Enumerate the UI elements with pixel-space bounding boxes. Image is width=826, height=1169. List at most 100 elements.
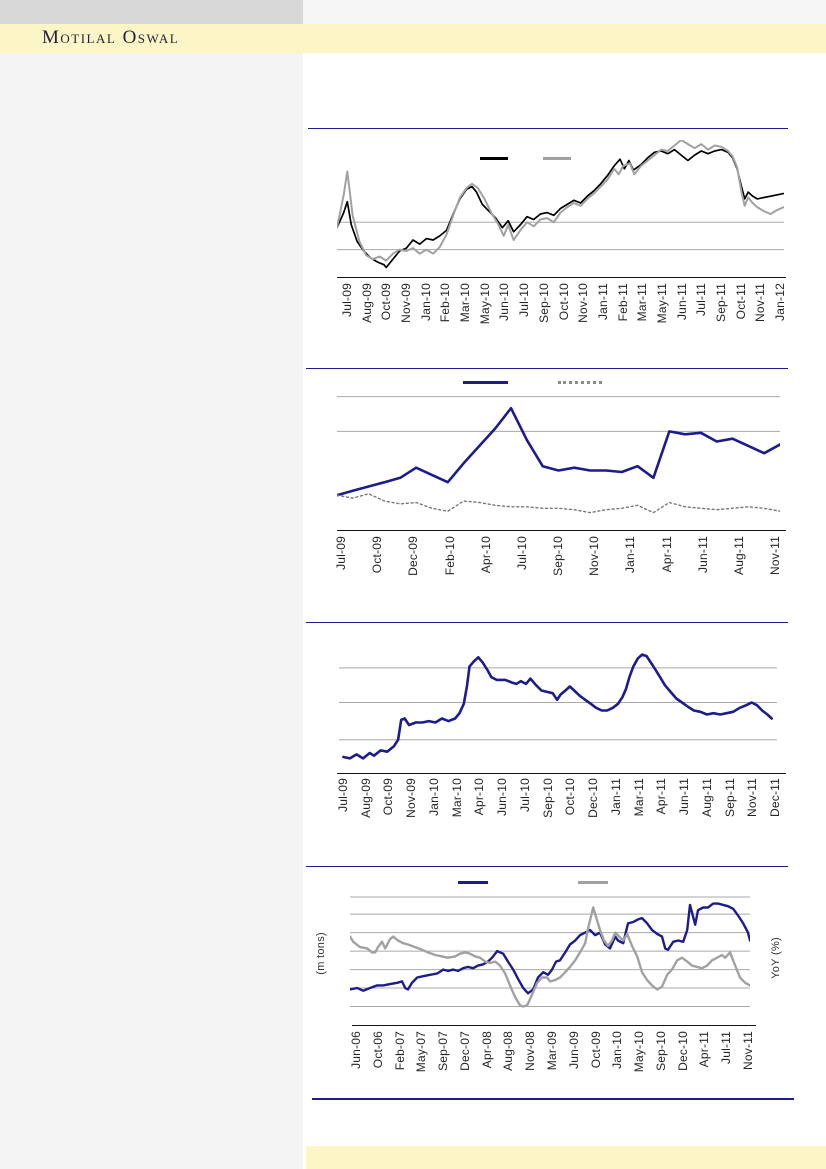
x-axis-tick-label: Dec-10 (586, 778, 601, 818)
x-axis-tick-label: Jul-11 (694, 283, 709, 316)
x-axis-tick-label: Dec-11 (768, 778, 782, 817)
x-axis-tick-label: Jul-10 (517, 283, 532, 317)
x-axis-tick-label: Jan-11 (608, 778, 623, 816)
series-navy-line-m-tons (350, 902, 750, 995)
line-chart-2-section: Jul-09 Oct-09 Dec-09 Feb-10 Apr-10 Jul-10 Sep-… (306, 366, 826, 596)
x-axis-tick-label: Sep-10 (540, 778, 555, 818)
legend-swatch-navy (463, 381, 508, 384)
x-axis-tick-label: May-10 (477, 283, 492, 325)
brand-header-band: Motilal Oswal (0, 24, 826, 53)
chart-2-plot (337, 385, 780, 530)
y-axis-caption-right: YoY (%) (770, 937, 782, 979)
series-gray-line-yoy (350, 906, 750, 1008)
x-axis-tick-label: Apr-11 (654, 778, 669, 815)
x-axis-tick-label: Aug-09 (358, 778, 373, 818)
series-navy-line (342, 653, 774, 760)
x-axis-tick-label: Jan-10 (426, 778, 441, 816)
x-axis-tick-label: Nov-10 (576, 283, 591, 323)
x-axis-tick-label: Sep-10 (653, 1031, 668, 1071)
x-axis-tick-label: Feb-11 (615, 283, 630, 322)
x-axis-tick-label: Apr-11 (697, 1031, 712, 1068)
x-axis-tick-label: Jan-11 (623, 536, 638, 574)
x-axis-tick-label: Oct-06 (370, 1031, 385, 1069)
accent-divider (308, 128, 788, 129)
x-axis-tick-label: Jul-11 (719, 1031, 734, 1064)
x-axis-tick-label: Sep-11 (722, 778, 737, 818)
left-sidebar-panel (0, 53, 303, 1169)
accent-divider (306, 866, 788, 867)
x-axis-tick-label: Oct-09 (381, 778, 396, 816)
x-axis-tick-label: Apr-08 (479, 1031, 494, 1069)
x-axis-tick-label: Sep-10 (536, 283, 551, 323)
x-axis-tick-label: Jun-10 (495, 778, 510, 816)
x-axis-tick-label: Jan-11 (595, 283, 610, 321)
x-axis-tick-label: May-07 (414, 1031, 429, 1073)
x-axis-tick-label: Oct-10 (563, 778, 578, 816)
x-axis-tick-label: Jun-06 (349, 1031, 363, 1069)
x-axis-tick-label: Oct-09 (370, 536, 385, 574)
x-axis-tick-label: Nov-11 (768, 536, 782, 575)
x-axis-tick-label: Apr-11 (659, 536, 674, 573)
x-axis-tick-label: Jul-09 (340, 283, 354, 317)
bottom-accent-divider (312, 1098, 794, 1100)
x-axis-tick-label: Jul-09 (336, 778, 350, 812)
x-axis-tick-label: Sep-10 (551, 536, 565, 576)
y-axis-caption-left: (m tons) (315, 932, 327, 975)
chart-3-x-axis-line (337, 773, 786, 774)
x-axis-tick-label: Aug-09 (359, 283, 374, 323)
chart-3-plot (339, 640, 777, 773)
x-axis-tick-label: Jun-10 (497, 283, 512, 321)
x-axis-tick-label: Mar-10 (449, 778, 464, 818)
brand-wordmark: Motilal Oswal (42, 27, 180, 48)
series-dotted-line (337, 493, 780, 514)
x-axis-tick-label: May-10 (632, 1031, 647, 1073)
x-axis-tick-label: Feb-10 (438, 283, 453, 323)
bottom-footer-band (306, 1146, 826, 1169)
x-axis-tick-label: Nov-08 (523, 1031, 538, 1071)
chart-2-x-axis-labels: Jul-09 Oct-09 Dec-09 Feb-10 Apr-10 Jul-10 Sep-… (334, 536, 782, 592)
x-axis-tick-label: Dec-10 (675, 1031, 690, 1071)
legend-swatch-gray (543, 157, 571, 160)
x-axis-tick-label: Jun-11 (674, 283, 689, 321)
x-axis-tick-label: Dec-09 (406, 536, 421, 576)
x-axis-tick-label: Jun-11 (677, 778, 692, 816)
x-axis-tick-label: Aug-11 (699, 778, 714, 818)
x-axis-tick-label: Oct-11 (733, 283, 748, 320)
accent-divider (306, 368, 788, 369)
top-bar-right-block (303, 0, 826, 24)
x-axis-tick-label: Oct-09 (379, 283, 394, 321)
x-axis-tick-label: Mar-11 (631, 778, 646, 817)
x-axis-tick-label: Aug-08 (501, 1031, 516, 1071)
x-axis-tick-label: Jul-10 (514, 536, 529, 570)
x-axis-tick-label: Mar-10 (458, 283, 473, 323)
x-axis-tick-label: Apr-10 (478, 536, 493, 574)
x-axis-tick-label: Feb-07 (392, 1031, 407, 1071)
chart-4-plot (350, 893, 750, 1025)
x-axis-tick-label: Sep-07 (436, 1031, 451, 1071)
series-gray-line (337, 140, 784, 262)
x-axis-tick-label: Feb-10 (442, 536, 457, 576)
legend-swatch-navy (458, 881, 488, 884)
x-axis-tick-label: Aug-11 (731, 536, 746, 576)
x-axis-tick-label: Mar-09 (545, 1031, 559, 1071)
x-axis-tick-label: Nov-09 (399, 283, 414, 323)
line-chart-svg (337, 396, 780, 514)
top-bar-left-block (0, 0, 303, 24)
x-axis-tick-label: Jun-09 (566, 1031, 581, 1069)
chart-4-x-axis-labels: Jun-06 Oct-06 Feb-07 May-07 Sep-07 Dec-07 Apr-… (349, 1031, 755, 1089)
x-axis-tick-label: Jan-12 (773, 283, 787, 321)
legend-swatch-dotted (558, 381, 602, 384)
x-axis-tick-label: Mar-11 (635, 283, 650, 322)
x-axis-tick-label: Jun-11 (695, 536, 710, 574)
line-chart-svg (337, 140, 784, 269)
x-axis-tick-label: May-11 (654, 283, 669, 324)
line-chart-1-section: Jul-09 Aug-09 Oct-09 Nov-09 Jan-10 Feb-10 Mar-… (306, 126, 826, 341)
x-axis-tick-label: Nov-11 (753, 283, 768, 322)
accent-divider (306, 622, 788, 623)
chart-3-x-axis-labels: Jul-09 Aug-09 Oct-09 Nov-09 Jan-10 Mar-10 Apr-… (336, 778, 782, 833)
legend-swatch-black (480, 157, 508, 160)
x-axis-tick-label: Nov-11 (745, 778, 760, 817)
x-axis-tick-label: Sep-11 (713, 283, 728, 323)
x-axis-tick-label: Jul-09 (334, 536, 348, 570)
